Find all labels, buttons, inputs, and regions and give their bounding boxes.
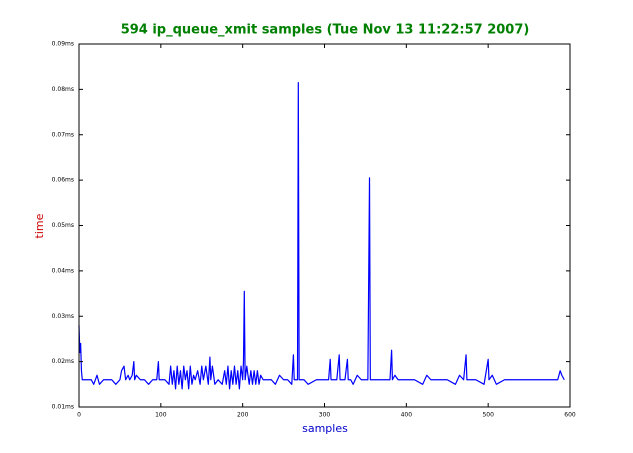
x-tick-label: 100 [155,412,167,419]
data-line [78,81,565,390]
x-tick-label: 400 [401,412,413,419]
x-axis-label: samples [302,422,348,435]
y-tick-label: 0.08ms [52,86,74,93]
y-tick-label: 0.07ms [52,131,74,138]
y-tick-label: 0.06ms [52,177,74,184]
y-axis-label: time [33,213,46,238]
x-tick-label: 500 [482,412,494,419]
x-tick-label: 0 [77,412,81,419]
chart-title: 594 ip_queue_xmit samples (Tue Nov 13 11… [121,23,530,38]
y-tick-label: 0.01ms [52,404,74,411]
y-tick-label: 0.03ms [52,313,74,320]
x-tick-label: 200 [237,412,249,419]
y-tick-label: 0.04ms [52,267,74,274]
x-tick-label: 300 [319,412,331,419]
y-tick-label: 0.02ms [52,358,74,365]
y-tick-label: 0.05ms [52,222,74,229]
x-tick-label: 600 [564,412,576,419]
y-tick-label: 0.09ms [52,41,74,48]
